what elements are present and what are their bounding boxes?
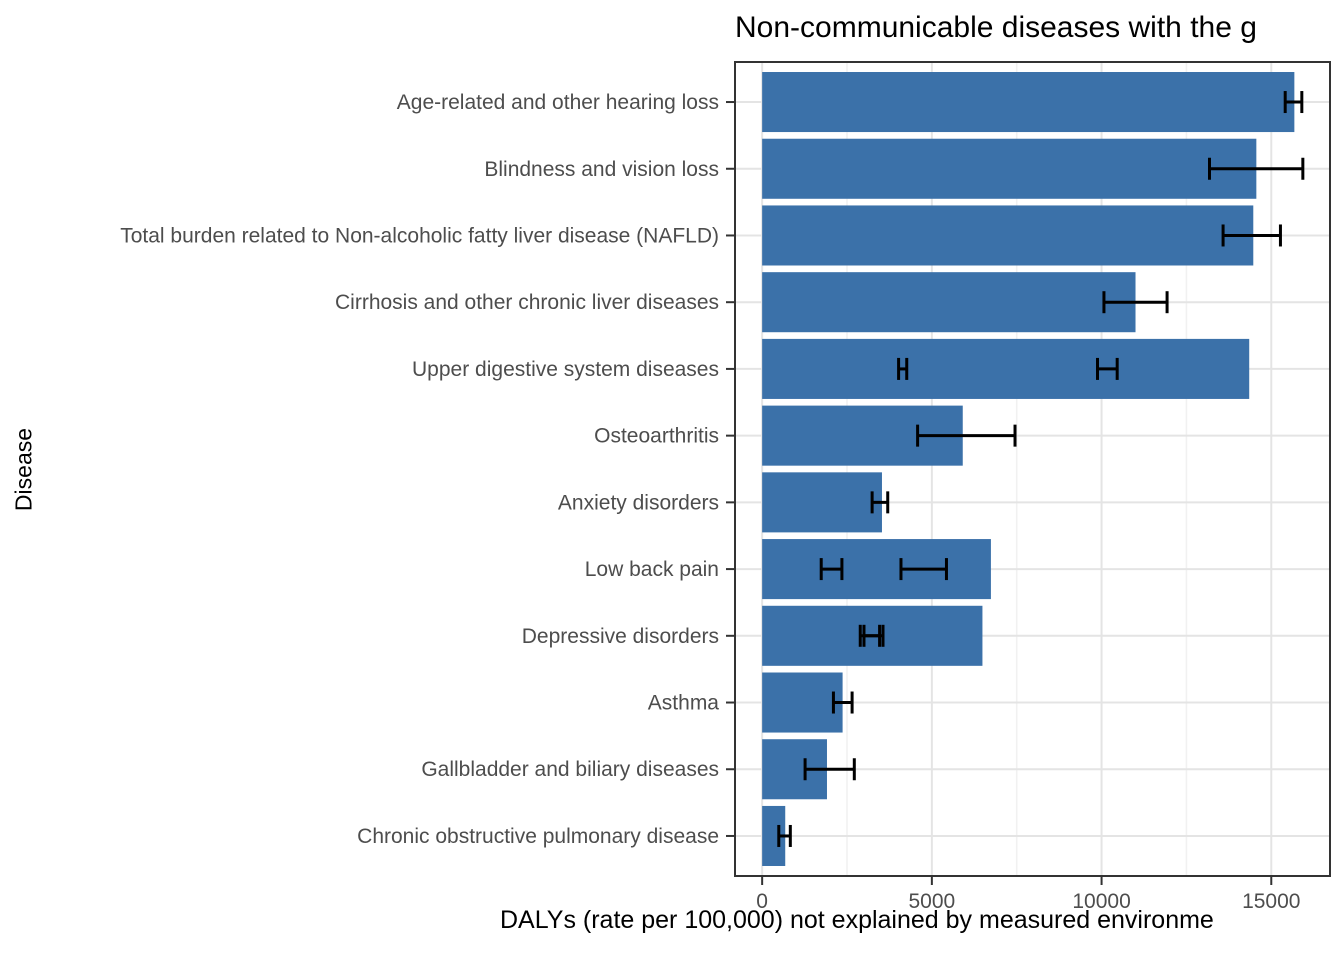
y-axis-label: Gallbladder and biliary diseases: [421, 758, 719, 781]
bar: [762, 472, 882, 533]
bar: [762, 338, 1250, 399]
chart-title: Non-communicable diseases with the g: [735, 11, 1257, 44]
y-axis-label: Asthma: [648, 692, 720, 715]
y-axis-label: Total burden related to Non-alcoholic fa…: [120, 224, 719, 247]
bar: [762, 672, 843, 733]
bar: [762, 205, 1254, 266]
panel-border: [734, 61, 1331, 877]
bar: [762, 72, 1295, 133]
y-axis-title: Disease: [10, 427, 37, 512]
bar: [762, 138, 1257, 199]
y-axis-label: Chronic obstructive pulmonary disease: [357, 825, 719, 848]
x-tick-label: 15000: [1242, 890, 1300, 913]
bar: [762, 272, 1136, 333]
y-axis-label: Low back pain: [585, 558, 719, 581]
y-axis-label: Upper digestive system diseases: [412, 358, 719, 381]
bar: [762, 805, 786, 866]
bar: [762, 539, 991, 600]
y-axis-label: Blindness and vision loss: [484, 158, 719, 181]
x-tick-label: 5000: [909, 890, 956, 913]
y-axis-label: Cirrhosis and other chronic liver diseas…: [335, 291, 719, 314]
x-tick-label: 10000: [1072, 890, 1130, 913]
y-axis-label: Depressive disorders: [522, 625, 719, 648]
y-axis-label: Anxiety disorders: [558, 491, 719, 514]
y-axis-label: Osteoarthritis: [594, 425, 719, 448]
x-tick-label: 0: [756, 890, 768, 913]
x-axis-title: DALYs (rate per 100,000) not explained b…: [500, 906, 1214, 934]
y-axis-label: Age-related and other hearing loss: [397, 91, 719, 114]
